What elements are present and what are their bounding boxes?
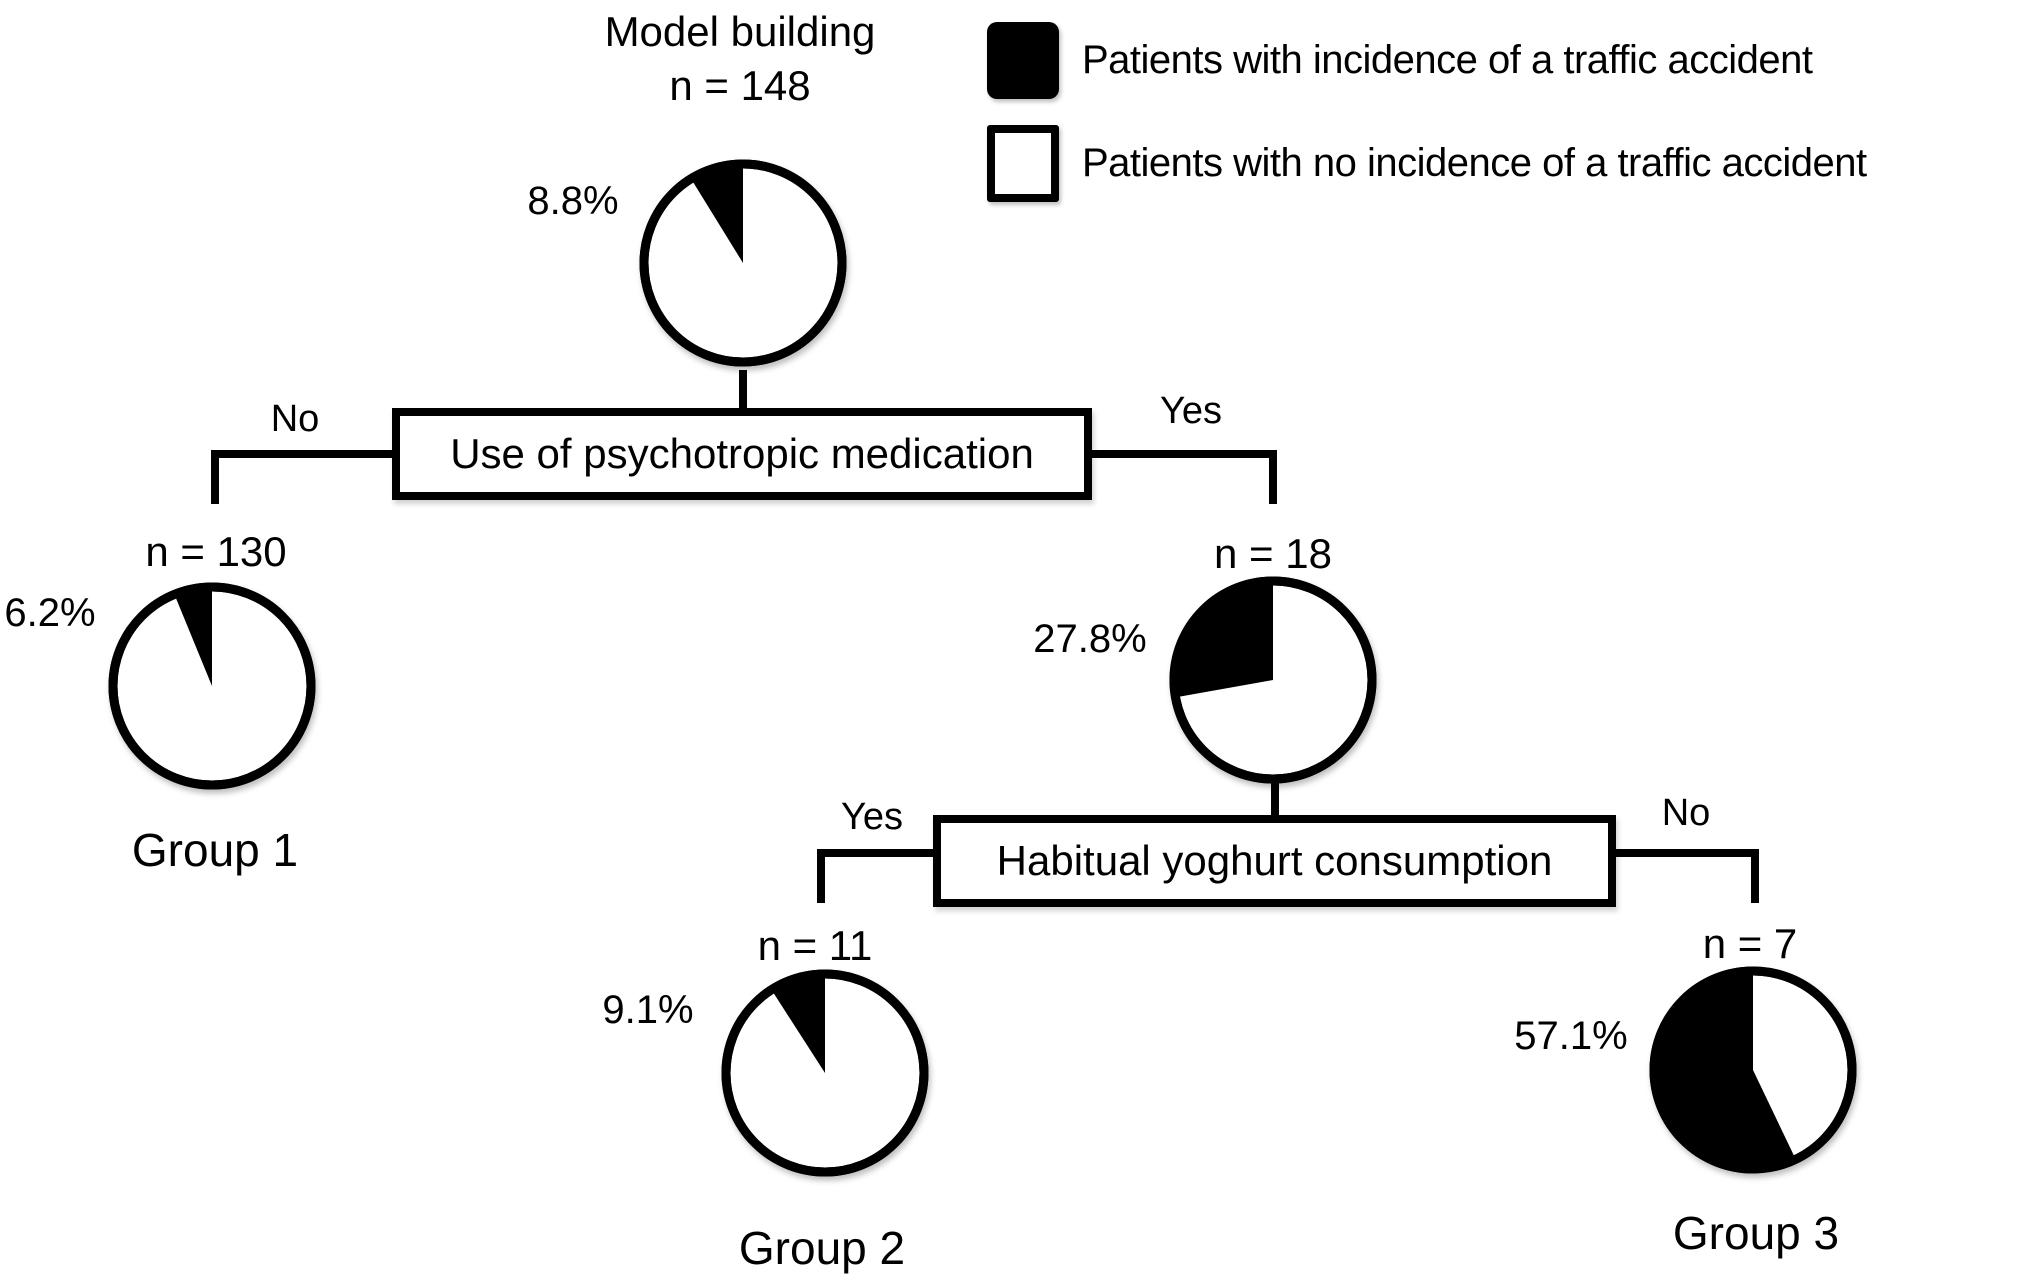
group3-n-count: n = 7 bbox=[1702, 920, 1798, 967]
connector-decision2-right-h bbox=[1616, 849, 1759, 857]
root-title: Model building bbox=[604, 8, 876, 55]
legend-item-no-accident-label: Patients with no incidence of a traffic … bbox=[1082, 141, 1867, 185]
root-n-count: n = 148 bbox=[669, 62, 811, 109]
decision-box-yoghurt: Habitual yoghurt consumption bbox=[933, 815, 1616, 907]
root-pct-label: 8.8% bbox=[527, 179, 619, 223]
psychotropic-yes-n-count: n = 18 bbox=[1214, 530, 1332, 577]
group2-pie-chart bbox=[721, 969, 929, 1177]
branch-label-yes-2: Yes bbox=[841, 796, 903, 838]
group3-pct-label: 57.1% bbox=[1514, 1014, 1628, 1058]
group1-pct-label: 6.2% bbox=[4, 591, 96, 635]
group1-n-count: n = 130 bbox=[145, 528, 287, 575]
connector-decision2-left-h bbox=[817, 849, 933, 857]
legend-filled-square-icon bbox=[987, 22, 1059, 99]
connector-decision1-left-h bbox=[211, 450, 392, 458]
decision2-label: Habitual yoghurt consumption bbox=[996, 837, 1553, 884]
connector-root-to-decision1 bbox=[739, 370, 747, 412]
branch-label-no-1: No bbox=[270, 398, 320, 440]
legend-item-accident-label: Patients with incidence of a traffic acc… bbox=[1082, 38, 1813, 82]
connector-decision2-left-v bbox=[817, 849, 825, 903]
group1-pie-chart bbox=[108, 582, 316, 790]
branch-label-yes-1: Yes bbox=[1160, 390, 1222, 432]
branch-label-no-2: No bbox=[1661, 792, 1711, 834]
group2-pct-label: 9.1% bbox=[602, 988, 694, 1032]
group1-label: Group 1 bbox=[131, 824, 299, 876]
psychotropic-yes-pie-chart bbox=[1169, 576, 1377, 784]
group3-pie-chart bbox=[1649, 966, 1857, 1174]
decision-box-psychotropic: Use of psychotropic medication bbox=[392, 408, 1092, 500]
group3-label: Group 3 bbox=[1672, 1207, 1840, 1259]
decision1-label: Use of psychotropic medication bbox=[450, 430, 1034, 477]
group2-label: Group 2 bbox=[738, 1222, 906, 1274]
root-pie-chart bbox=[639, 159, 847, 367]
connector-decision2-right-v bbox=[1751, 849, 1759, 903]
connector-decision1-right-v bbox=[1269, 450, 1277, 504]
legend-empty-square-icon bbox=[987, 125, 1059, 202]
psychotropic-yes-pct-label: 27.8% bbox=[1033, 617, 1147, 661]
group2-n-count: n = 11 bbox=[757, 922, 873, 969]
connector-decision1-left-v bbox=[211, 450, 219, 504]
connector-n18-to-decision2 bbox=[1271, 781, 1279, 819]
connector-decision1-right-h bbox=[1092, 450, 1277, 458]
